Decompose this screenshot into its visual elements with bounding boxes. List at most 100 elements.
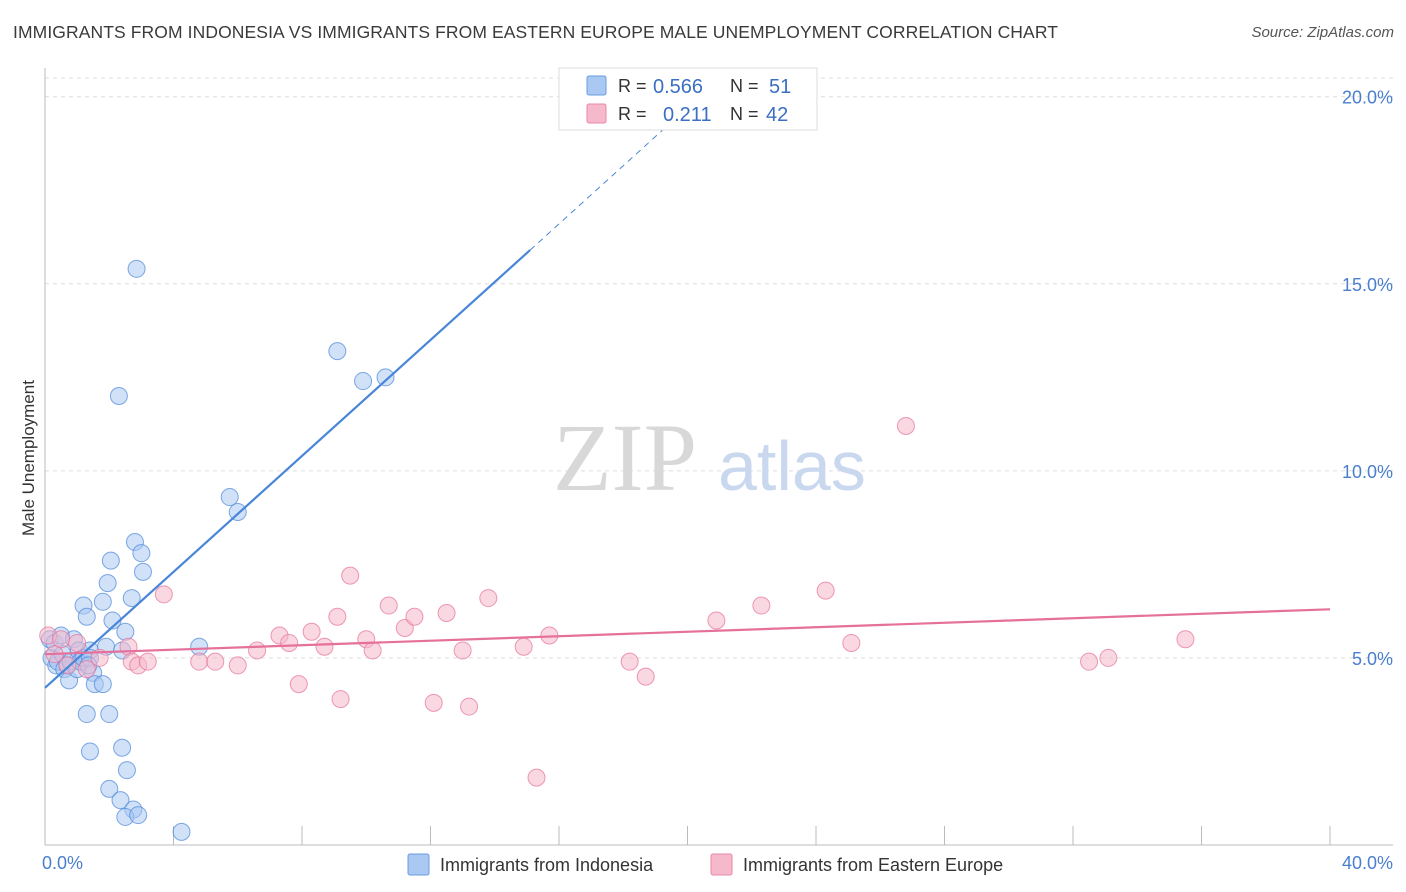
point-eastern-europe [842, 633, 861, 652]
point-indonesia [228, 503, 247, 522]
chart-title: IMMIGRANTS FROM INDONESIA VS IMMIGRANTS … [13, 22, 1059, 42]
legend-swatch-eastern-europe [710, 853, 733, 876]
point-eastern-europe [248, 641, 267, 660]
point-indonesia [117, 761, 136, 780]
point-indonesia [111, 791, 130, 810]
point-eastern-europe [1099, 648, 1118, 667]
point-indonesia [109, 387, 128, 406]
legend-top-n-value-1: 51 [769, 76, 791, 98]
y-tick-label: 10.0% [1342, 462, 1393, 482]
point-indonesia [100, 779, 119, 798]
x-tick-label-min: 0.0% [42, 853, 83, 873]
point-eastern-europe [527, 768, 546, 787]
point-eastern-europe [52, 630, 71, 649]
legend-top-n-label-2: N = [730, 104, 759, 124]
point-indonesia [376, 368, 395, 387]
point-eastern-europe [816, 581, 835, 600]
point-eastern-europe [620, 652, 639, 671]
point-indonesia [129, 806, 148, 825]
point-eastern-europe [302, 622, 321, 641]
legend-label-eastern-europe: Immigrants from Eastern Europe [743, 855, 1003, 875]
point-eastern-europe [77, 660, 96, 679]
point-indonesia [354, 372, 373, 391]
point-eastern-europe [479, 589, 498, 608]
legend-top-r-label-2: R = [618, 104, 647, 124]
point-eastern-europe [119, 637, 138, 656]
point-indonesia [116, 622, 135, 641]
point-eastern-europe [405, 607, 424, 626]
point-eastern-europe [1080, 652, 1099, 671]
x-tick-label-max: 40.0% [1342, 853, 1393, 873]
y-tick-labels: 5.0% 10.0% 15.0% 20.0% [1342, 88, 1393, 669]
point-eastern-europe [331, 690, 350, 709]
point-indonesia [93, 592, 112, 611]
point-indonesia [77, 705, 96, 724]
point-eastern-europe [90, 648, 109, 667]
point-eastern-europe [315, 637, 334, 656]
point-indonesia [77, 607, 96, 626]
source-credit: Source: ZipAtlas.com [1251, 24, 1394, 41]
point-indonesia [93, 675, 112, 694]
legend-top-swatch-indonesia [586, 75, 607, 96]
point-eastern-europe [424, 693, 443, 712]
point-indonesia [127, 259, 146, 278]
legend-top-n-value-2: 42 [766, 104, 788, 126]
trendline-indonesia [44, 249, 531, 689]
point-eastern-europe [190, 652, 209, 671]
point-eastern-europe [154, 585, 173, 604]
y-axis-label: Male Unemployment [19, 380, 38, 536]
point-indonesia [220, 488, 239, 507]
trendlines [44, 92, 1331, 689]
point-indonesia [100, 705, 119, 724]
point-eastern-europe [228, 656, 247, 675]
point-eastern-europe [752, 596, 771, 615]
watermark-atlas: atlas [718, 427, 866, 505]
point-eastern-europe [68, 633, 87, 652]
legend-top: R = 0.566 N = 51 R = 0.211 N = 42 [558, 67, 818, 131]
gridlines [45, 77, 1393, 659]
point-indonesia [113, 738, 132, 757]
axes [44, 68, 1393, 846]
point-eastern-europe [58, 656, 77, 675]
point-eastern-europe [896, 416, 915, 435]
point-eastern-europe [636, 667, 655, 686]
trendline-eastern-europe [44, 608, 1331, 656]
point-eastern-europe [341, 566, 360, 585]
point-indonesia [190, 637, 209, 656]
point-indonesia [328, 342, 347, 361]
point-eastern-europe [280, 633, 299, 652]
point-eastern-europe [138, 652, 157, 671]
y-tick-label: 15.0% [1342, 275, 1393, 295]
point-eastern-europe [206, 652, 225, 671]
point-eastern-europe [453, 641, 472, 660]
point-indonesia [132, 544, 151, 563]
legend-bottom: Immigrants from Indonesia Immigrants fro… [407, 853, 1003, 876]
legend-label-indonesia: Immigrants from Indonesia [440, 855, 654, 875]
y-tick-label: 20.0% [1342, 88, 1393, 108]
point-eastern-europe [437, 604, 456, 623]
point-eastern-europe [460, 697, 479, 716]
point-indonesia [172, 822, 191, 841]
legend-top-r-value-2: 0.211 [663, 104, 712, 126]
watermark-zip: ZIP [553, 404, 697, 511]
legend-top-swatch-eastern-europe [586, 103, 607, 124]
point-eastern-europe [363, 641, 382, 660]
point-indonesia [122, 589, 141, 608]
point-eastern-europe [707, 611, 726, 630]
point-indonesia [80, 742, 99, 761]
point-eastern-europe [1176, 630, 1195, 649]
point-eastern-europe [328, 607, 347, 626]
legend-top-r-label-1: R = [618, 76, 647, 96]
legend-swatch-indonesia [407, 853, 430, 876]
legend-top-r-value-1: 0.566 [653, 76, 703, 98]
point-eastern-europe [289, 675, 308, 694]
point-eastern-europe [514, 637, 533, 656]
point-indonesia [133, 562, 152, 581]
point-indonesia [101, 551, 120, 570]
data-points [39, 259, 1195, 841]
point-eastern-europe [379, 596, 398, 615]
legend-top-n-label-1: N = [730, 76, 759, 96]
y-tick-label: 5.0% [1352, 649, 1393, 669]
point-indonesia [98, 574, 117, 593]
